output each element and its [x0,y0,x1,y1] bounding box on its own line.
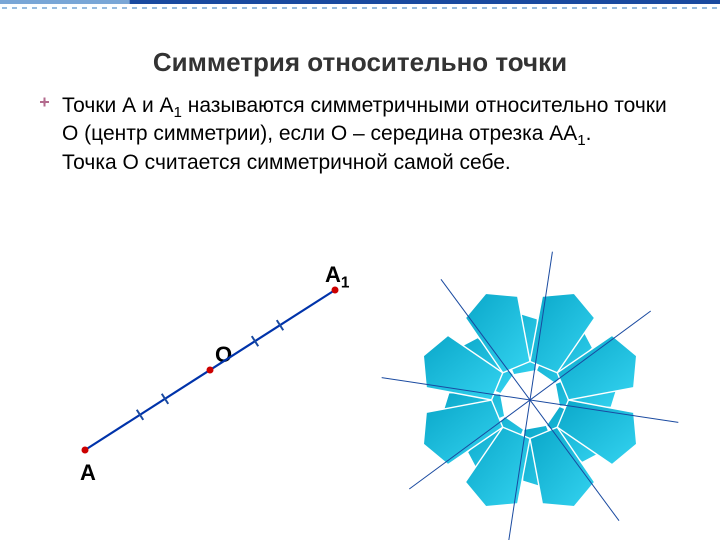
rule-seg-0 [0,0,130,4]
symmetry-line-diagram [82,287,339,454]
label-a1: А1 [325,262,349,288]
equal-tick [162,394,168,404]
pinwheel-wedge [557,400,636,465]
bullet-layer [0,0,720,540]
point-o [207,367,214,374]
pinwheel-wedge [441,393,504,437]
equal-tick [252,336,258,346]
equal-tick [137,410,143,420]
segment-aa1 [85,290,335,450]
pinwheel-wedge [467,416,523,477]
pinwheel-wedge [555,364,618,408]
top-rule-svg [0,0,720,14]
label-o: О [215,342,232,368]
pinwheel-wedge [536,323,592,384]
pinwheel-front [423,293,636,506]
pinwheel-wedge [423,335,502,400]
pinwheel-wedge [523,425,567,488]
pinwheel-wedge [423,400,502,465]
pinwheel-wedge [494,311,538,374]
pinwheel-back [441,311,618,488]
diagram-svg [0,0,720,540]
top-rule [0,0,720,10]
pinwheel-wedge [530,427,595,506]
definition-text: Точки А и А1 называются симметричными от… [62,92,680,177]
pinwheel-wedge [557,335,636,400]
equal-tick [277,320,283,330]
pinwheel-wedge [465,293,530,372]
rule-seg-1 [130,0,720,4]
page-title: Симметрия относительно точки [0,47,720,78]
pinwheel-wedge [530,293,595,372]
point-a [82,447,89,454]
pinwheel-wedge [453,337,514,393]
pinwheel-wedge [465,427,530,506]
label-a: А [80,460,96,486]
rule-dashes [2,7,717,9]
pinwheel-spokes [382,252,679,540]
pinwheel-wedge [546,406,607,462]
